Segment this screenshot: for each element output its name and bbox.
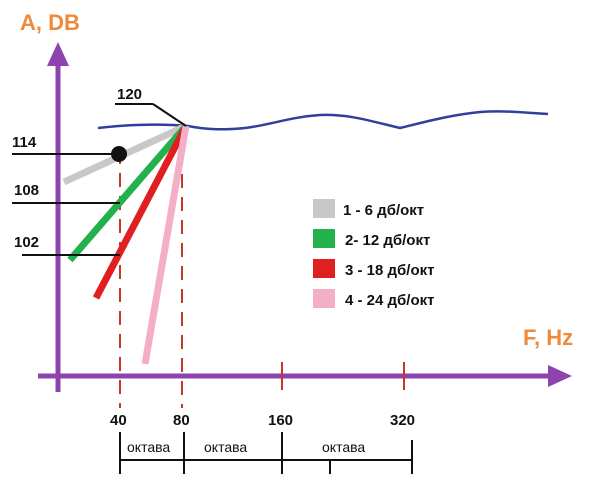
axes: [38, 42, 572, 392]
octave-label-1: октава: [127, 439, 170, 455]
x-axis-title: F, Hz: [523, 325, 573, 350]
y-axis-title: A, DB: [20, 10, 80, 35]
legend-label-4: 4 - 24 дб/окт: [345, 292, 435, 309]
frequency-label-160: 160: [268, 412, 293, 429]
frequency-label-40: 40: [110, 412, 127, 429]
legend-swatch-4: [313, 289, 335, 308]
level-label-102: 102: [14, 234, 39, 251]
frequency-response-curve: [97, 110, 549, 131]
legend-item-2: 2- 12 дб/окт: [313, 229, 430, 249]
level-pointers: [12, 103, 187, 256]
legend-item-4: 4 - 24 дб/окт: [313, 289, 435, 309]
pointer-120-diag: [152, 103, 187, 127]
octave-label-3: октава: [322, 439, 365, 455]
legend-swatch-3: [313, 259, 335, 278]
octave-label-2: октава: [204, 439, 247, 455]
level-label-120: 120: [117, 86, 142, 103]
legend: 1 - 6 дб/окт 2- 12 дб/окт 3 - 18 дб/окт …: [313, 199, 435, 309]
legend-label-2: 2- 12 дб/окт: [345, 232, 430, 249]
frequency-guide-lines: [119, 128, 405, 408]
slope-line-4: [141, 125, 190, 365]
y-axis-arrow-icon: [47, 42, 69, 66]
slope-line-3: [92, 124, 190, 300]
legend-label-1: 1 - 6 дб/окт: [343, 202, 424, 219]
frequency-label-320: 320: [390, 412, 415, 429]
legend-item-3: 3 - 18 дб/окт: [313, 259, 435, 279]
legend-swatch-1: [313, 199, 335, 218]
legend-label-3: 3 - 18 дб/окт: [345, 262, 435, 279]
level-label-114: 114: [12, 134, 37, 151]
legend-swatch-2: [313, 229, 335, 248]
legend-item-1: 1 - 6 дб/окт: [313, 199, 424, 219]
level-label-108: 108: [14, 182, 39, 199]
octave-bracket: [119, 432, 413, 474]
frequency-label-80: 80: [173, 412, 190, 429]
slope-line-2: [67, 123, 189, 263]
x-axis-arrow-icon: [548, 365, 572, 387]
level-114-marker: [111, 146, 127, 162]
slope-lines: [62, 122, 190, 365]
